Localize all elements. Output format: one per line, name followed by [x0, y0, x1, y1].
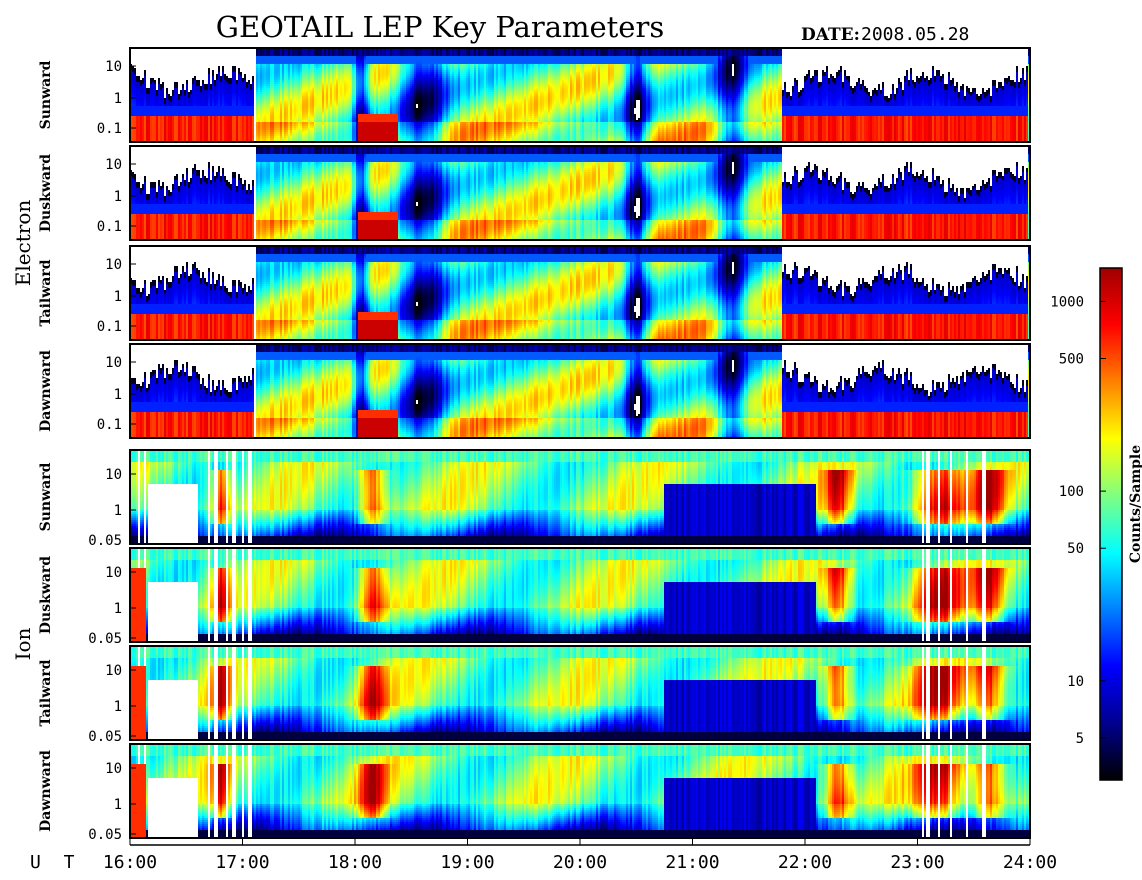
date-value: 2008.05.28: [861, 24, 969, 45]
colorbar-label: Counts/Sample: [1128, 445, 1142, 563]
electron-dawnward-spectrogram: [130, 344, 1030, 438]
electron-duskward-spectrogram: [130, 146, 1030, 240]
ion-duskward-ytick-label: 10: [105, 565, 122, 581]
ion-group-label: Ion: [11, 627, 35, 660]
colorbar-tick-label: 10: [1067, 674, 1084, 690]
electron-dawnward-frame: [129, 343, 1031, 439]
x-axis-label: U T: [30, 852, 81, 873]
ion-duskward-spectrogram: [130, 548, 1030, 642]
ion-tailward-ytick-label: 0.05: [88, 729, 122, 745]
x-tick-label: 16:00: [103, 852, 157, 873]
figure-title: GEOTAIL LEP Key Parameters: [216, 10, 664, 44]
x-tick-label: 22:00: [778, 852, 832, 873]
date-label: DATE:: [801, 25, 860, 45]
electron-sunward-frame: [129, 47, 1031, 143]
colorbar-tick-label: 1000: [1050, 294, 1084, 310]
electron-duskward-ytick-label: 10: [105, 157, 122, 173]
x-tick-label: 19:00: [440, 852, 494, 873]
electron-duskward-ytick-label: 0.1: [97, 219, 122, 235]
ion-tailward-spectrogram: [130, 646, 1030, 740]
colorbar-tick-label: 100: [1059, 484, 1084, 500]
x-tick-label: 24:00: [1003, 852, 1057, 873]
ion-sunward-spectrogram: [130, 450, 1030, 544]
electron-group-label: Electron: [11, 200, 35, 287]
electron-duskward-frame: [129, 145, 1031, 241]
panel-group: Sunward 10 1 0.1 Duskward 10 1 0.1 Tailward 10 1 0.…: [11, 47, 1031, 843]
ion-duskward-ytick-label: 1: [114, 601, 122, 617]
x-tick-label: 21:00: [665, 852, 719, 873]
electron-dawnward-ytick-label: 0.1: [97, 417, 122, 433]
colorbar-scale: [1099, 267, 1123, 781]
electron-tailward-label: Tailward: [38, 259, 54, 326]
electron-tailward-ytick-label: 10: [105, 257, 122, 273]
ion-duskward-ytick-label: 0.05: [88, 631, 122, 647]
ion-dawnward-ytick-label: 10: [105, 761, 122, 777]
ion-dawnward-ytick-label: 0.05: [88, 827, 122, 843]
colorbar-tick-label: 5: [1076, 731, 1084, 747]
x-tick-label: 18:00: [328, 852, 382, 873]
ion-sunward-ytick-label: 0.05: [88, 533, 122, 549]
ion-tailward-label: Tailward: [38, 659, 54, 726]
ion-dawnward-label: Dawnward: [38, 750, 54, 832]
electron-dawnward-ytick-label: 10: [105, 355, 122, 371]
ion-sunward-label: Sunward: [38, 462, 54, 531]
ion-dawnward-spectrogram: [130, 744, 1030, 838]
ion-sunward-ytick-label: 1: [114, 503, 122, 519]
electron-tailward-ytick-label: 1: [114, 289, 122, 305]
ion-dawnward-ytick-label: 1: [114, 797, 122, 813]
ion-sunward-frame: [129, 449, 1031, 545]
electron-sunward-ytick-label: 1: [114, 91, 122, 107]
electron-duskward-ytick-label: 1: [114, 189, 122, 205]
electron-tailward-spectrogram: [130, 246, 1030, 340]
ion-tailward-ytick-label: 1: [114, 699, 122, 715]
electron-tailward-frame: [129, 245, 1031, 341]
colorbar-tick-label: 50: [1067, 541, 1084, 557]
ion-duskward-label: Duskward: [38, 556, 54, 634]
ion-tailward-frame: [129, 645, 1031, 741]
x-tick-label: 17:00: [215, 852, 269, 873]
electron-sunward-ytick-label: 0.1: [97, 121, 122, 137]
electron-duskward-label: Duskward: [38, 154, 54, 232]
electron-dawnward-ytick-label: 1: [114, 387, 122, 403]
colorbar-tick-label: 500: [1059, 352, 1084, 368]
electron-dawnward-label: Dawnward: [38, 350, 54, 432]
electron-sunward-ytick-label: 10: [105, 59, 122, 75]
colorbar: 1000 500 100 50 10 5 Counts/Sample: [1050, 267, 1142, 781]
ion-sunward-ytick-label: 10: [105, 467, 122, 483]
x-tick-label: 20:00: [553, 852, 607, 873]
ion-duskward-frame: [129, 547, 1031, 643]
time-axis: 16:00 17:00 18:00 19:00 20:00 21:00 22:00 23:00…: [30, 837, 1057, 873]
electron-sunward-spectrogram: [130, 48, 1030, 142]
electron-tailward-ytick-label: 0.1: [97, 319, 122, 335]
electron-sunward-label: Sunward: [38, 60, 54, 129]
x-tick-label: 23:00: [890, 852, 944, 873]
ion-tailward-ytick-label: 10: [105, 663, 122, 679]
